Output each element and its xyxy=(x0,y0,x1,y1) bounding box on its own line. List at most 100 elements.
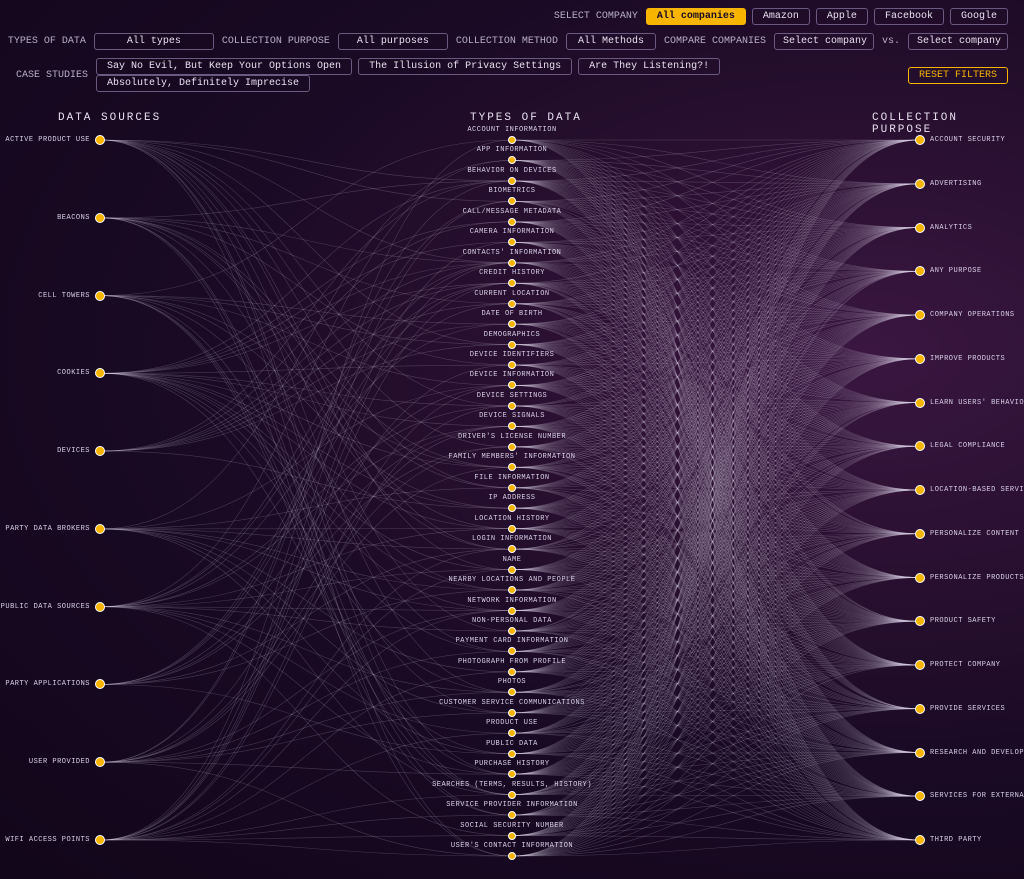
node-dot[interactable] xyxy=(508,279,516,287)
node-dot[interactable] xyxy=(915,354,925,364)
node-dot[interactable] xyxy=(508,422,516,430)
compare-select-b[interactable]: Select company xyxy=(908,33,1008,50)
case-study-button[interactable]: Absolutely, Definitely Imprecise xyxy=(96,75,310,92)
node-dot[interactable] xyxy=(508,607,516,615)
node-dot[interactable] xyxy=(95,679,105,689)
company-button[interactable]: All companies xyxy=(646,8,746,25)
node-label: FILE INFORMATION xyxy=(474,474,549,482)
node-dot[interactable] xyxy=(915,529,925,539)
node-dot[interactable] xyxy=(915,485,925,495)
case-study-button[interactable]: Say No Evil, But Keep Your Options Open xyxy=(96,58,352,75)
node-dot[interactable] xyxy=(508,729,516,737)
node-dot[interactable] xyxy=(508,525,516,533)
node-dot[interactable] xyxy=(508,832,516,840)
node-dot[interactable] xyxy=(508,566,516,574)
node-dot[interactable] xyxy=(508,750,516,758)
node-label: PERSONALIZE CONTENT xyxy=(930,530,1019,538)
company-button[interactable]: Google xyxy=(950,8,1008,25)
company-button[interactable]: Facebook xyxy=(874,8,944,25)
purpose-label: COLLECTION PURPOSE xyxy=(222,36,330,47)
node-dot[interactable] xyxy=(915,223,925,233)
node-dot[interactable] xyxy=(95,602,105,612)
node-label: LOCATION HISTORY xyxy=(474,515,549,523)
node-dot[interactable] xyxy=(915,660,925,670)
node-dot[interactable] xyxy=(508,300,516,308)
compare-select-a[interactable]: Select company xyxy=(774,33,874,50)
purpose-select[interactable]: All purposes xyxy=(338,33,448,50)
node-dot[interactable] xyxy=(915,573,925,583)
node-dot[interactable] xyxy=(915,266,925,276)
node-dot[interactable] xyxy=(95,135,105,145)
node-dot[interactable] xyxy=(508,647,516,655)
node-dot[interactable] xyxy=(508,504,516,512)
node-dot[interactable] xyxy=(915,398,925,408)
node-dot[interactable] xyxy=(508,668,516,676)
compare-label: COMPARE COMPANIES xyxy=(664,36,766,47)
node-label: BEHAVIOR ON DEVICES xyxy=(467,167,556,175)
node-dot[interactable] xyxy=(915,791,925,801)
node-dot[interactable] xyxy=(95,213,105,223)
node-dot[interactable] xyxy=(508,791,516,799)
node-dot[interactable] xyxy=(508,811,516,819)
method-select[interactable]: All Methods xyxy=(566,33,656,50)
node-dot[interactable] xyxy=(915,748,925,758)
case-study-button[interactable]: The Illusion of Privacy Settings xyxy=(358,58,572,75)
node-dot[interactable] xyxy=(508,320,516,328)
header-sources: DATA SOURCES xyxy=(58,112,161,124)
compare-vs: vs. xyxy=(882,36,900,47)
node-dot[interactable] xyxy=(508,361,516,369)
node-dot[interactable] xyxy=(508,259,516,267)
node-label: SERVICE PROVIDER INFORMATION xyxy=(446,801,578,809)
node-dot[interactable] xyxy=(508,463,516,471)
company-button[interactable]: Amazon xyxy=(752,8,810,25)
link-path xyxy=(512,160,920,271)
node-dot[interactable] xyxy=(95,291,105,301)
link-path xyxy=(100,296,512,509)
node-dot[interactable] xyxy=(508,197,516,205)
node-dot[interactable] xyxy=(508,443,516,451)
node-label: ACCOUNT SECURITY xyxy=(930,136,1005,144)
node-dot[interactable] xyxy=(915,616,925,626)
node-dot[interactable] xyxy=(508,484,516,492)
node-dot[interactable] xyxy=(915,835,925,845)
node-dot[interactable] xyxy=(508,402,516,410)
case-study-button[interactable]: Are They Listening?! xyxy=(578,58,720,75)
node-label: PRODUCT USE xyxy=(486,719,538,727)
node-label: IMPROVE PRODUCTS xyxy=(930,355,1005,363)
node-dot[interactable] xyxy=(508,136,516,144)
node-dot[interactable] xyxy=(95,446,105,456)
node-dot[interactable] xyxy=(915,704,925,714)
node-label: BEACONS xyxy=(57,214,90,222)
link-path xyxy=(100,218,512,263)
node-dot[interactable] xyxy=(508,545,516,553)
node-label: SEARCHES (TERMS, RESULTS, HISTORY) xyxy=(432,781,592,789)
node-dot[interactable] xyxy=(915,135,925,145)
node-label: PURCHASE HISTORY xyxy=(474,760,549,768)
node-dot[interactable] xyxy=(915,179,925,189)
company-button[interactable]: Apple xyxy=(816,8,868,25)
node-dot[interactable] xyxy=(508,852,516,860)
node-dot[interactable] xyxy=(95,524,105,534)
node-dot[interactable] xyxy=(95,368,105,378)
node-dot[interactable] xyxy=(508,218,516,226)
node-dot[interactable] xyxy=(508,627,516,635)
node-dot[interactable] xyxy=(508,156,516,164)
node-label: CREDIT HISTORY xyxy=(479,269,545,277)
reset-filters-button[interactable]: RESET FILTERS xyxy=(908,67,1008,84)
node-dot[interactable] xyxy=(508,238,516,246)
node-dot[interactable] xyxy=(508,770,516,778)
node-dot[interactable] xyxy=(95,757,105,767)
node-dot[interactable] xyxy=(508,381,516,389)
types-select[interactable]: All types xyxy=(94,33,214,50)
node-dot[interactable] xyxy=(508,709,516,717)
node-dot[interactable] xyxy=(508,586,516,594)
link-path xyxy=(100,304,512,451)
node-dot[interactable] xyxy=(508,177,516,185)
node-dot[interactable] xyxy=(508,341,516,349)
link-path xyxy=(512,315,920,692)
node-dot[interactable] xyxy=(95,835,105,845)
node-label: DEVICE SETTINGS xyxy=(477,392,548,400)
node-dot[interactable] xyxy=(915,310,925,320)
node-dot[interactable] xyxy=(915,441,925,451)
node-dot[interactable] xyxy=(508,688,516,696)
